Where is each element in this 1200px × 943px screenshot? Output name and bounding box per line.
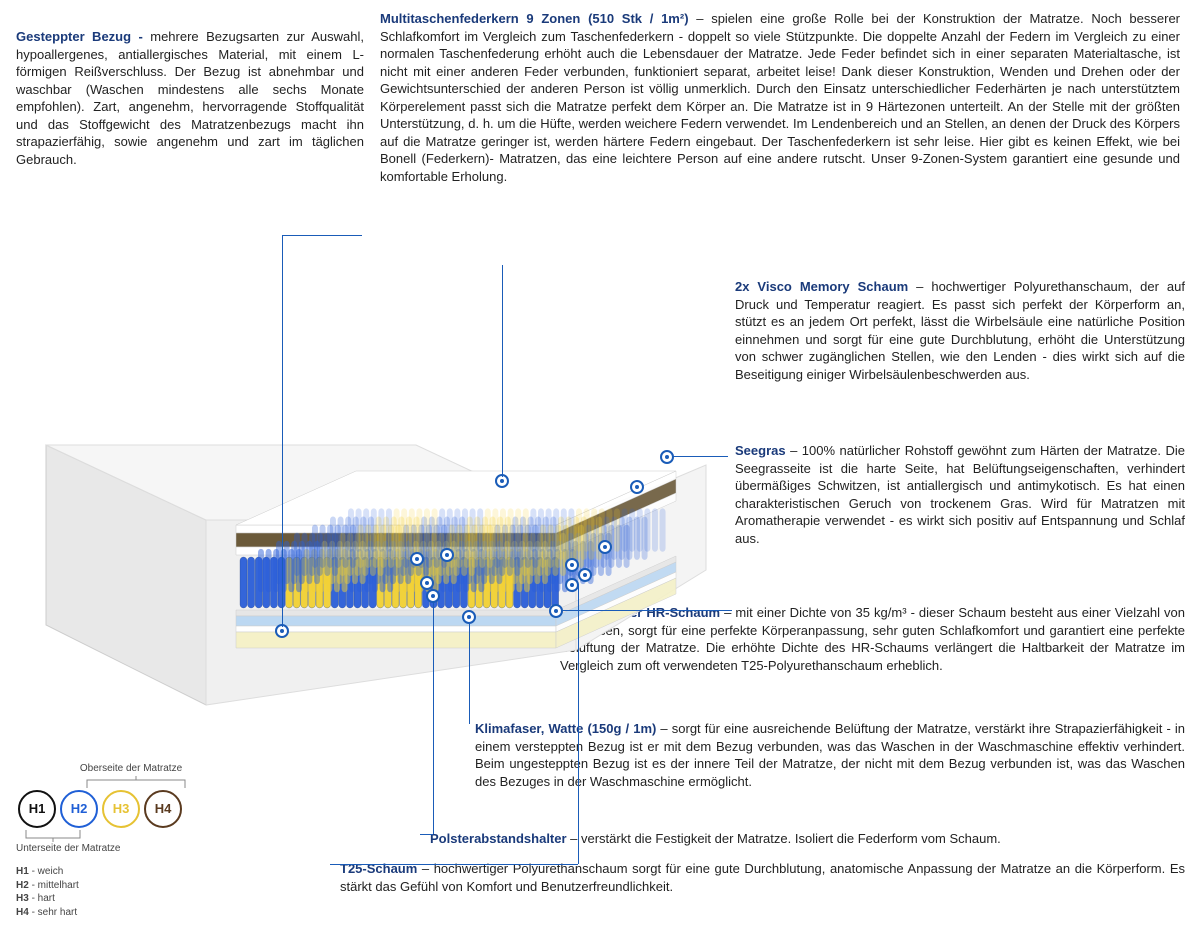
title-seegras: Seegras	[735, 443, 786, 458]
connector	[673, 456, 728, 457]
callout-dot	[440, 548, 454, 562]
section-polster: Polsterabstandshalter – verstärkt die Fe…	[430, 830, 1185, 848]
connector	[502, 265, 503, 477]
body-springs: – spielen eine große Rolle bei der Konst…	[380, 11, 1180, 184]
body-seegras: – 100% natürlicher Rohstoff gewöhnt zum …	[735, 443, 1185, 546]
callout-dot	[426, 589, 440, 603]
legend-line: H1 - weich	[16, 865, 246, 879]
body-t25: – hochwertiger Polyurethanschaum sorgt f…	[340, 861, 1185, 894]
connector	[330, 864, 578, 865]
connector	[282, 235, 283, 627]
callout-dot	[630, 480, 644, 494]
callout-dot	[598, 540, 612, 554]
connector	[282, 235, 362, 236]
hardness-circle: H3	[102, 790, 140, 828]
section-springs: Multitaschenfederkern 9 Zonen (510 Stk /…	[380, 10, 1180, 185]
title-springs: Multitaschenfederkern 9 Zonen (510 Stk /…	[380, 11, 689, 26]
section-cover: Gesteppter Bezug - mehrere Bezugsarten z…	[16, 28, 364, 168]
connector	[420, 834, 433, 835]
title-cover: Gesteppter Bezug -	[16, 29, 150, 44]
title-klima: Klimafaser, Watte (150g / 1m)	[475, 721, 656, 736]
section-seegras: Seegras – 100% natürlicher Rohstoff gewö…	[735, 442, 1185, 547]
hardness-circle: H1	[18, 790, 56, 828]
section-visco: 2x Visco Memory Schaum – hochwertiger Po…	[735, 278, 1185, 383]
connector	[578, 584, 579, 864]
hardness-legend: Oberseite der Matratze H1H2H3H4 Untersei…	[16, 762, 246, 919]
legend-line: H2 - mittelhart	[16, 879, 246, 893]
callout-dot	[565, 578, 579, 592]
callout-dot	[420, 576, 434, 590]
callout-dot	[660, 450, 674, 464]
hardness-circle: H2	[60, 790, 98, 828]
title-polster: Polsterabstandshalter	[430, 831, 567, 846]
callout-dot	[578, 568, 592, 582]
legend-top-label: Oberseite der Matratze	[16, 762, 246, 776]
callout-dot	[462, 610, 476, 624]
callout-dot	[410, 552, 424, 566]
connector	[562, 610, 732, 611]
body-visco: – hochwertiger Polyurethanschaum, der au…	[735, 279, 1185, 382]
connector	[469, 623, 470, 724]
hardness-circle: H4	[144, 790, 182, 828]
legend-bracket-bottom	[16, 828, 216, 842]
callout-dot	[565, 558, 579, 572]
mattress-diagram	[16, 270, 726, 710]
title-visco: 2x Visco Memory Schaum	[735, 279, 908, 294]
legend-bottom-label: Unterseite der Matratze	[16, 842, 246, 856]
connector	[433, 602, 434, 834]
callout-dot	[549, 604, 563, 618]
legend-line: H4 - sehr hart	[16, 906, 246, 920]
legend-line: H3 - hart	[16, 892, 246, 906]
legend-bracket-top	[31, 776, 231, 790]
section-t25: T25-Schaum – hochwertiger Polyurethansch…	[340, 860, 1185, 895]
body-polster: – verstärkt die Festigkeit der Matratze.…	[567, 831, 1001, 846]
body-cover: mehrere Bezugsarten zur Auswahl, hypoall…	[16, 29, 364, 167]
section-klima: Klimafaser, Watte (150g / 1m) – sorgt fü…	[475, 720, 1185, 790]
